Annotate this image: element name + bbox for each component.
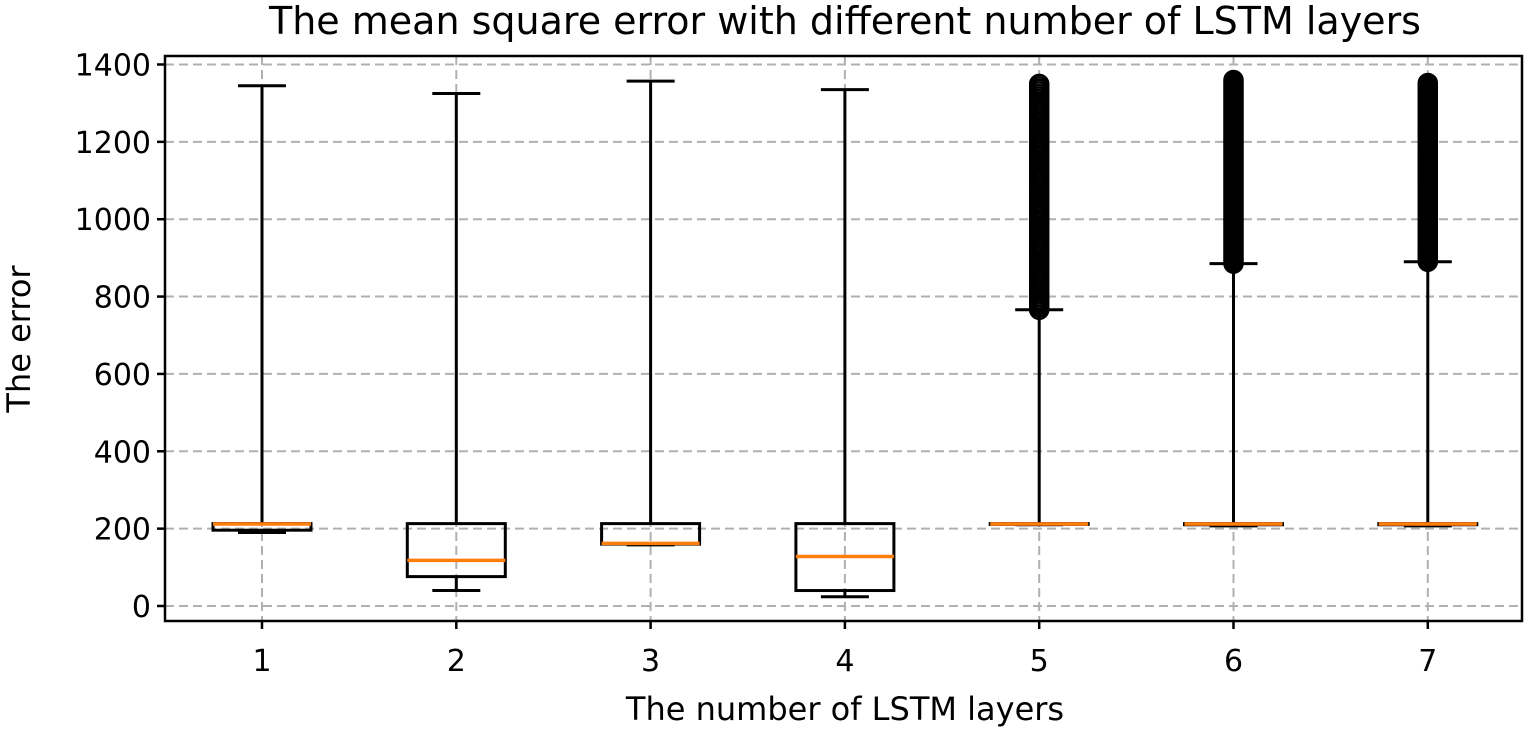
x-tick-label: 1	[252, 644, 271, 679]
y-tick-label: 600	[94, 358, 151, 393]
x-tick-label: 5	[1030, 644, 1049, 679]
x-tick-label: 2	[447, 644, 466, 679]
x-tick-label: 4	[835, 644, 854, 679]
x-axis-label: The number of LSTM layers	[625, 690, 1064, 728]
y-tick-label: 1000	[75, 203, 151, 238]
box-group-7	[1377, 72, 1479, 528]
box-group-5	[988, 73, 1090, 527]
y-tick-label: 400	[94, 435, 151, 470]
flier-point	[1028, 73, 1050, 95]
data-layer	[211, 69, 1479, 599]
x-tick-label: 6	[1224, 644, 1243, 679]
y-tick-label: 0	[132, 590, 151, 625]
y-axis-label: The error	[0, 265, 38, 414]
box-group-6	[1183, 69, 1284, 528]
box-group-3	[600, 79, 702, 547]
box-iqr	[405, 522, 507, 579]
flier-point	[1223, 69, 1244, 91]
box-group-4	[794, 88, 896, 599]
chart-title: The mean square error with different num…	[268, 0, 1421, 43]
flier-point	[1417, 72, 1439, 94]
box-group-1	[211, 84, 313, 535]
x-tick-label: 7	[1418, 644, 1437, 679]
plot-frame	[163, 54, 1524, 623]
x-tick-label: 3	[641, 644, 660, 679]
y-tick-label: 1200	[75, 126, 151, 161]
y-tick-label: 800	[94, 281, 151, 316]
box-group-2	[405, 91, 507, 593]
y-tick-label: 200	[94, 513, 151, 548]
y-tick-label: 1400	[75, 48, 151, 83]
tick-layer: 0 200 400 600 800 1000 1200 1400 1 2 3 4 5 6 7	[75, 48, 1438, 679]
